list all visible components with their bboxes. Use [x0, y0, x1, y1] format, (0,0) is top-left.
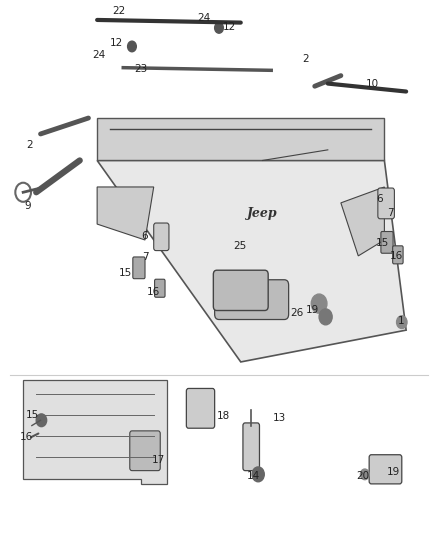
Text: 22: 22: [112, 6, 126, 16]
FancyBboxPatch shape: [215, 280, 289, 319]
Text: 26: 26: [291, 308, 304, 318]
Text: 12: 12: [110, 38, 124, 48]
Circle shape: [36, 414, 47, 426]
Text: 12: 12: [223, 22, 237, 32]
FancyBboxPatch shape: [381, 231, 393, 253]
Circle shape: [127, 41, 136, 52]
Circle shape: [396, 316, 407, 328]
Text: 6: 6: [142, 231, 148, 241]
Text: 10: 10: [366, 78, 379, 88]
Polygon shape: [341, 187, 385, 256]
Polygon shape: [97, 118, 385, 160]
FancyBboxPatch shape: [154, 223, 169, 251]
Text: 7: 7: [388, 208, 394, 219]
Circle shape: [246, 281, 261, 300]
Polygon shape: [23, 381, 167, 484]
Text: 17: 17: [152, 455, 165, 465]
Text: 1: 1: [398, 316, 404, 326]
FancyBboxPatch shape: [378, 188, 394, 219]
FancyBboxPatch shape: [213, 270, 268, 311]
FancyBboxPatch shape: [130, 431, 160, 471]
Text: 18: 18: [217, 411, 230, 421]
Text: 2: 2: [303, 54, 309, 63]
Text: 6: 6: [377, 193, 383, 204]
Text: 24: 24: [197, 13, 210, 23]
FancyBboxPatch shape: [243, 423, 259, 471]
Circle shape: [360, 469, 369, 480]
Text: 15: 15: [119, 268, 132, 278]
Circle shape: [252, 467, 264, 482]
Text: 15: 15: [26, 410, 39, 420]
Text: Jeep: Jeep: [247, 207, 278, 220]
Text: 19: 19: [386, 467, 400, 477]
Text: 25: 25: [233, 241, 247, 252]
Text: 16: 16: [20, 432, 33, 442]
Circle shape: [319, 309, 332, 325]
FancyBboxPatch shape: [369, 455, 402, 484]
Text: 23: 23: [134, 64, 147, 74]
FancyBboxPatch shape: [186, 389, 215, 428]
Text: 7: 7: [142, 252, 148, 262]
Polygon shape: [97, 187, 154, 240]
Text: 14: 14: [246, 471, 260, 481]
Text: 9: 9: [24, 200, 31, 211]
FancyBboxPatch shape: [133, 257, 145, 279]
Text: 15: 15: [375, 238, 389, 248]
Text: 16: 16: [390, 251, 403, 261]
Text: 20: 20: [356, 471, 369, 481]
FancyBboxPatch shape: [392, 246, 403, 264]
Text: 24: 24: [93, 51, 106, 60]
FancyBboxPatch shape: [155, 279, 165, 297]
Polygon shape: [97, 160, 406, 362]
Text: 2: 2: [26, 140, 33, 150]
Circle shape: [215, 22, 223, 33]
Text: 13: 13: [272, 413, 286, 423]
Circle shape: [311, 294, 327, 313]
Text: 16: 16: [147, 287, 160, 297]
Text: 19: 19: [306, 305, 319, 315]
